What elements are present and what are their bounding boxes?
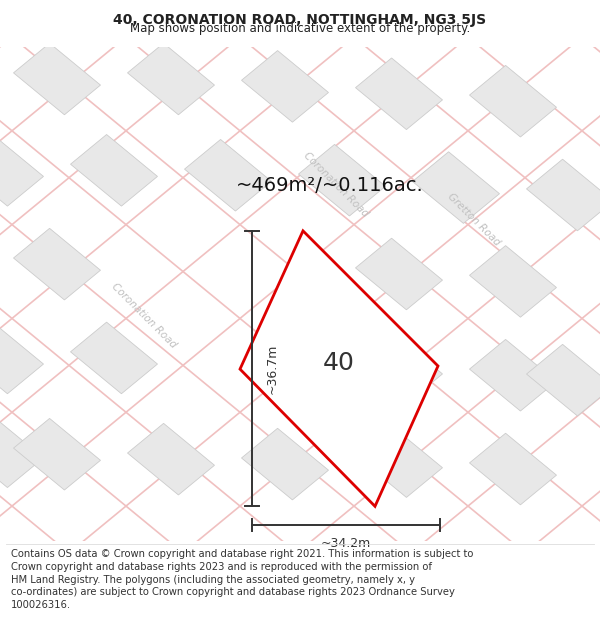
Text: 40, CORONATION ROAD, NOTTINGHAM, NG3 5JS: 40, CORONATION ROAD, NOTTINGHAM, NG3 5JS <box>113 13 487 27</box>
Polygon shape <box>470 66 556 137</box>
Polygon shape <box>14 43 100 115</box>
Polygon shape <box>128 423 214 495</box>
Text: ~36.7m: ~36.7m <box>265 343 278 394</box>
Polygon shape <box>240 231 438 506</box>
Text: Gretton Road: Gretton Road <box>446 191 502 248</box>
Text: Coronation Road: Coronation Road <box>110 282 178 350</box>
Polygon shape <box>128 43 214 115</box>
Polygon shape <box>71 322 157 394</box>
Polygon shape <box>356 58 442 129</box>
Polygon shape <box>71 134 157 206</box>
Polygon shape <box>185 139 271 211</box>
Polygon shape <box>470 433 556 505</box>
Polygon shape <box>0 416 43 488</box>
Polygon shape <box>470 246 556 318</box>
Polygon shape <box>413 152 499 223</box>
Text: 40: 40 <box>323 351 355 375</box>
Text: Contains OS data © Crown copyright and database right 2021. This information is : Contains OS data © Crown copyright and d… <box>11 549 473 610</box>
Text: Map shows position and indicative extent of the property.: Map shows position and indicative extent… <box>130 22 470 35</box>
Polygon shape <box>527 159 600 231</box>
Polygon shape <box>0 134 43 206</box>
Polygon shape <box>242 51 328 122</box>
Polygon shape <box>299 144 385 216</box>
Polygon shape <box>356 426 442 498</box>
Polygon shape <box>356 332 442 404</box>
Polygon shape <box>356 238 442 310</box>
Text: Coronation Road: Coronation Road <box>302 151 370 219</box>
Text: ~469m²/~0.116ac.: ~469m²/~0.116ac. <box>236 176 424 194</box>
Polygon shape <box>14 418 100 490</box>
Polygon shape <box>470 339 556 411</box>
Polygon shape <box>14 228 100 300</box>
Polygon shape <box>242 428 328 500</box>
Polygon shape <box>0 322 43 394</box>
Text: ~34.2m: ~34.2m <box>321 538 371 551</box>
Polygon shape <box>527 344 600 416</box>
